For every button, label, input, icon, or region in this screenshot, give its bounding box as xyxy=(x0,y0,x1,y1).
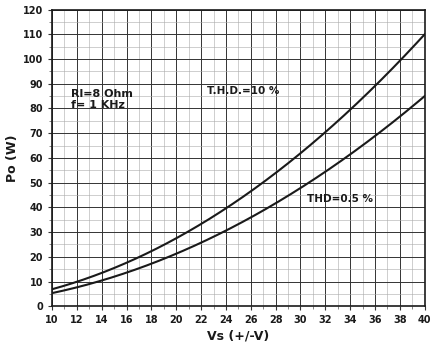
Text: THD=0.5 %: THD=0.5 % xyxy=(307,195,373,204)
Text: Rl=8 Ohm
f= 1 KHz: Rl=8 Ohm f= 1 KHz xyxy=(71,89,132,110)
Text: T.H.D.=10 %: T.H.D.=10 % xyxy=(207,86,280,96)
Y-axis label: Po (W): Po (W) xyxy=(6,134,18,182)
X-axis label: Vs (+/-V): Vs (+/-V) xyxy=(207,330,270,342)
